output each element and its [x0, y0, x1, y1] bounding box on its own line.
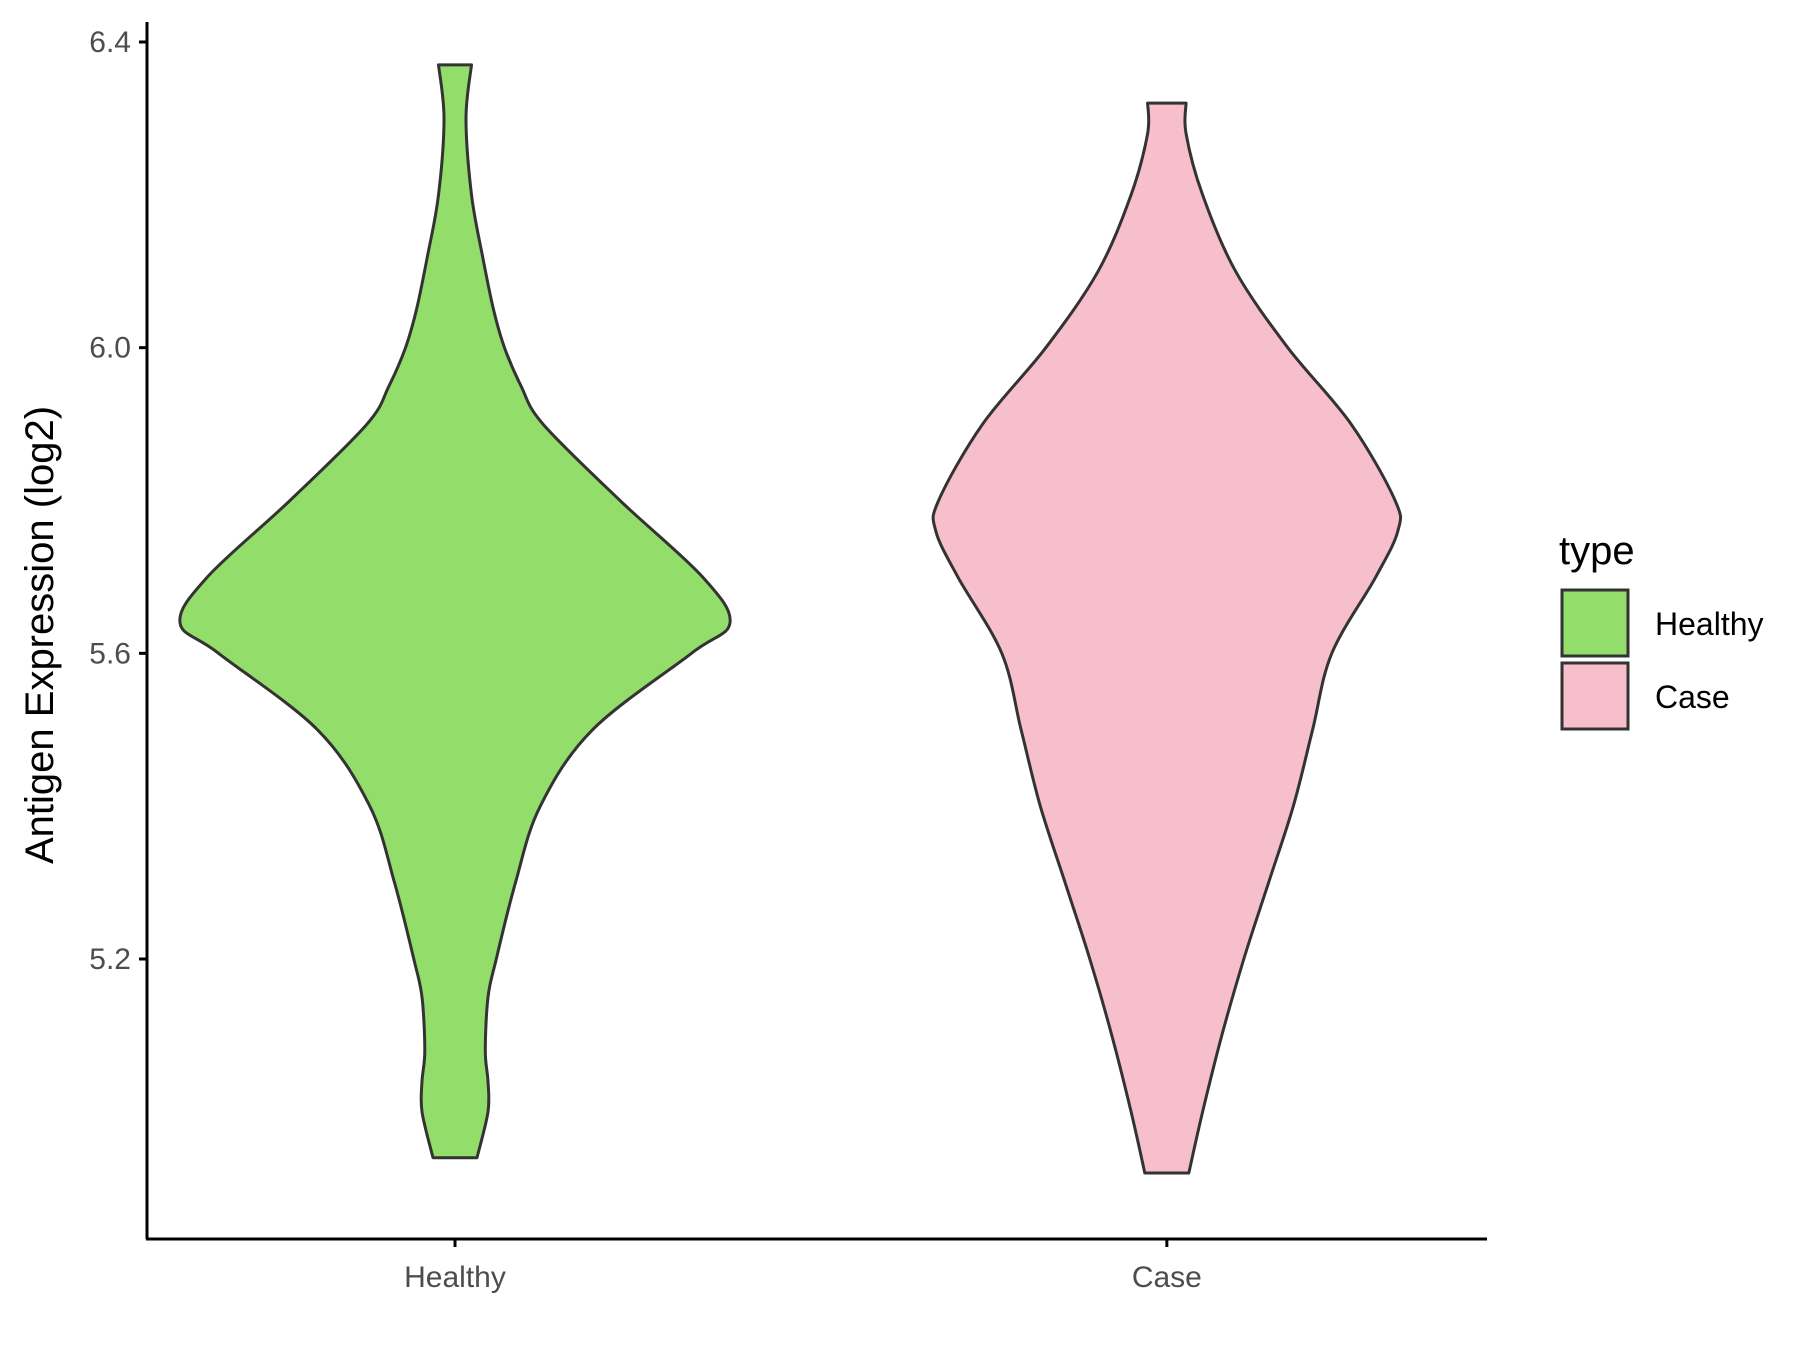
- y-axis: 5.2 5.6 6.0 6.4: [89, 22, 149, 1239]
- legend-items: Healthy Case: [1560, 588, 1764, 731]
- violin-case: [931, 101, 1403, 1175]
- x-tick-label: Healthy: [404, 1261, 506, 1294]
- legend-swatch-case: [1560, 661, 1630, 731]
- legend-swatch-healthy: [1560, 588, 1630, 658]
- legend-title: type: [1559, 529, 1635, 573]
- y-tick-label: 6.0: [89, 332, 131, 365]
- x-axis: Healthy Case: [146, 1237, 1487, 1294]
- legend-label-case: Case: [1655, 679, 1730, 715]
- legend: type Healthy Case: [1559, 529, 1764, 731]
- y-tick-label: 5.6: [89, 637, 131, 670]
- y-axis-ticks: 5.2 5.6 6.0 6.4: [89, 26, 147, 976]
- legend-label-healthy: Healthy: [1655, 606, 1764, 642]
- x-tick-label: Case: [1132, 1261, 1202, 1294]
- x-axis-ticks: Healthy Case: [404, 1239, 1202, 1294]
- y-tick-label: 5.2: [89, 943, 131, 976]
- y-axis-title: Antigen Expression (log2): [18, 406, 62, 864]
- violin-healthy: [178, 63, 732, 1160]
- violin-layer: [178, 63, 1403, 1175]
- y-tick-label: 6.4: [89, 26, 131, 59]
